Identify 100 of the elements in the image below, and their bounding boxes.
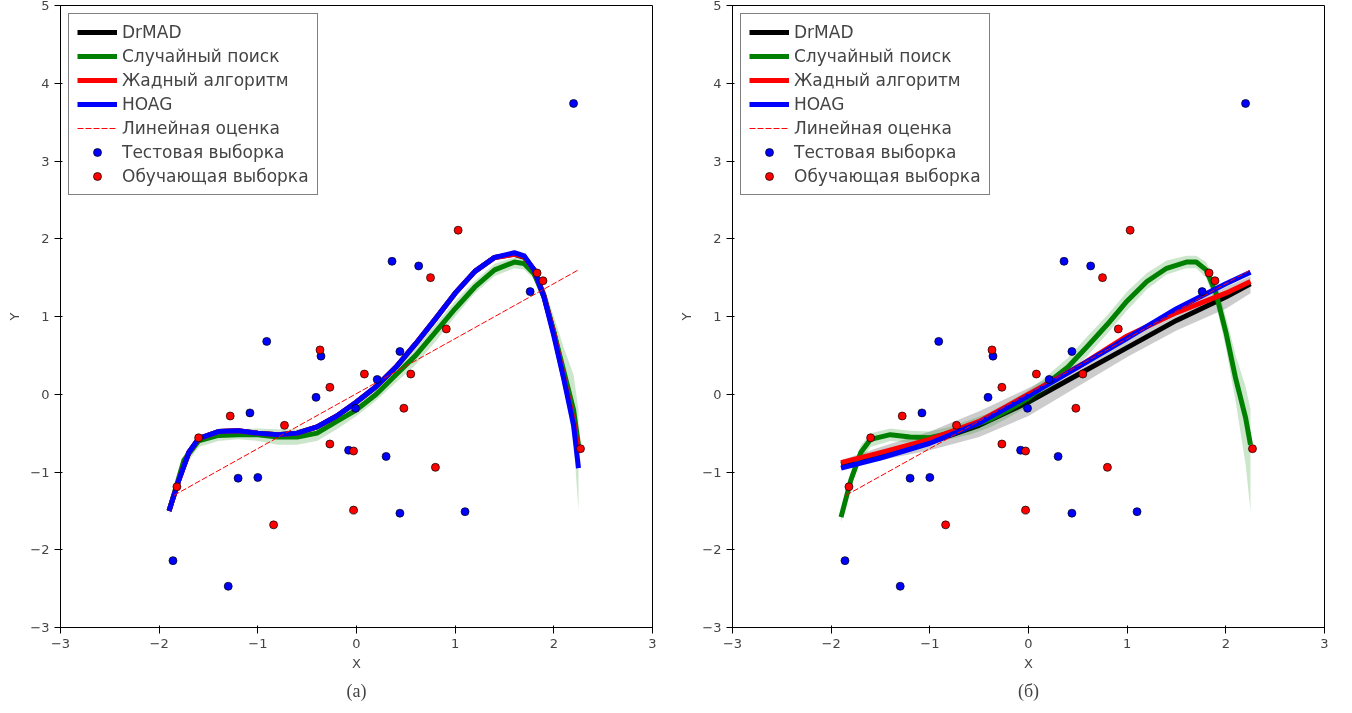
legend-label: Жадный алгоритм — [122, 70, 289, 90]
legend-label: DrMAD — [122, 22, 182, 42]
point — [1021, 446, 1030, 456]
x-tick-label: −2 — [149, 635, 169, 651]
point — [453, 225, 463, 235]
point — [840, 556, 850, 565]
point — [351, 403, 360, 413]
point — [1032, 369, 1041, 379]
point — [917, 408, 927, 418]
y-tick-label: 2 — [41, 231, 50, 247]
point — [225, 411, 235, 421]
point — [983, 393, 993, 402]
x-axis-title: X — [352, 655, 362, 671]
y-tick-label: 4 — [41, 75, 50, 91]
point — [311, 393, 321, 402]
point — [1103, 462, 1112, 472]
legend-label: Обучающая выборка — [794, 166, 981, 186]
point — [538, 276, 548, 286]
y-tick-label: 3 — [41, 153, 50, 169]
x-tick-label: 1 — [451, 635, 460, 651]
legend-label: HOAG — [122, 94, 173, 114]
point — [905, 473, 915, 483]
point — [1078, 369, 1088, 379]
x-tick-label: 2 — [549, 635, 558, 651]
point — [844, 482, 854, 492]
point — [372, 375, 382, 384]
point — [1067, 508, 1077, 518]
y-tick-label: 1 — [713, 309, 722, 324]
x-tick-label: 2 — [1221, 635, 1230, 651]
y-tick-label: −1 — [30, 464, 50, 480]
legend-label: Линейная оценка — [794, 118, 952, 138]
point — [168, 556, 178, 565]
point — [576, 444, 585, 454]
point — [1204, 268, 1214, 278]
point — [1241, 99, 1250, 108]
legend-label: DrMAD — [794, 22, 854, 42]
point — [253, 473, 263, 482]
point — [414, 261, 424, 271]
point — [172, 482, 182, 492]
point — [1053, 452, 1063, 461]
point — [1197, 287, 1207, 296]
x-tick-label: 3 — [1320, 635, 1329, 651]
point — [406, 369, 416, 379]
point — [1210, 276, 1220, 286]
x-axis-title: X — [1024, 655, 1034, 671]
point — [245, 408, 255, 418]
point — [349, 446, 358, 456]
point — [1044, 375, 1054, 384]
point — [1113, 324, 1123, 334]
point — [233, 473, 243, 483]
x-tick-label: 1 — [1123, 635, 1132, 651]
legend-label: HOAG — [794, 94, 845, 114]
y-tick-label: 0 — [41, 386, 50, 402]
x-tick-label: −2 — [821, 635, 841, 651]
point — [387, 256, 397, 266]
legend-label: Случайный поиск — [794, 46, 952, 66]
point — [1059, 256, 1069, 266]
x-tick-label: 0 — [1024, 635, 1033, 651]
point — [895, 581, 905, 591]
legend-label: Тестовая выборка — [794, 142, 957, 162]
point — [1086, 261, 1096, 271]
point — [952, 421, 961, 430]
x-tick-label: 0 — [352, 635, 361, 651]
y-tick-label: −3 — [30, 620, 50, 635]
point — [1248, 444, 1257, 454]
point — [269, 520, 278, 530]
point — [395, 508, 405, 518]
legend-label: Обучающая выборка — [122, 166, 309, 186]
legend-label: Тестовая выборка — [122, 142, 285, 162]
x-tick-label: −1 — [248, 635, 268, 651]
point — [381, 452, 391, 461]
point — [325, 382, 335, 392]
point — [441, 324, 451, 334]
point — [866, 433, 875, 443]
point — [349, 505, 358, 515]
point — [325, 439, 335, 449]
point — [360, 369, 369, 379]
point — [262, 337, 272, 346]
y-tick-label: −2 — [30, 542, 50, 558]
point — [525, 287, 535, 296]
point — [223, 581, 233, 591]
y-axis-title: Y — [7, 312, 23, 322]
point — [315, 345, 325, 355]
legend-label: Линейная оценка — [122, 118, 280, 138]
point — [925, 473, 935, 482]
point — [532, 268, 542, 278]
point — [426, 273, 435, 282]
point — [1021, 505, 1030, 515]
point — [395, 347, 405, 356]
point — [934, 337, 944, 346]
point — [997, 382, 1007, 392]
point — [1023, 403, 1032, 413]
point — [460, 507, 470, 516]
point — [987, 345, 997, 355]
point — [997, 439, 1007, 449]
point — [1067, 347, 1077, 356]
y-tick-label: 0 — [713, 386, 722, 402]
text: (б) — [1017, 680, 1040, 702]
point — [1125, 225, 1135, 235]
y-tick-label: 1 — [41, 309, 50, 324]
